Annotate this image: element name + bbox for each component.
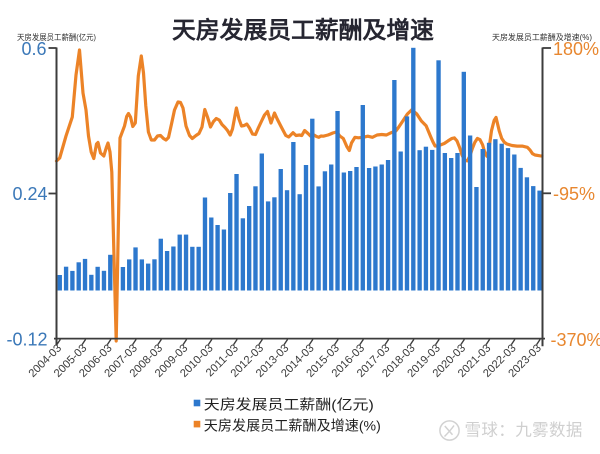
svg-text:天房发展员工薪酬(亿元): 天房发展员工薪酬(亿元)	[204, 396, 374, 412]
svg-text:天房发展员工薪酬及增速(%): 天房发展员工薪酬及增速(%)	[204, 417, 381, 433]
svg-text:-0.12: -0.12	[6, 330, 47, 350]
svg-text:雪球：九雾数据: 雪球：九雾数据	[465, 421, 583, 440]
svg-text:180%: 180%	[553, 39, 599, 59]
svg-text:天房发展员工薪酬及增速: 天房发展员工薪酬及增速	[172, 16, 435, 43]
svg-text:-370%: -370%	[551, 330, 600, 350]
svg-text:0.6: 0.6	[21, 39, 46, 59]
svg-text:-95%: -95%	[553, 184, 595, 204]
svg-text:0.24: 0.24	[12, 184, 47, 204]
